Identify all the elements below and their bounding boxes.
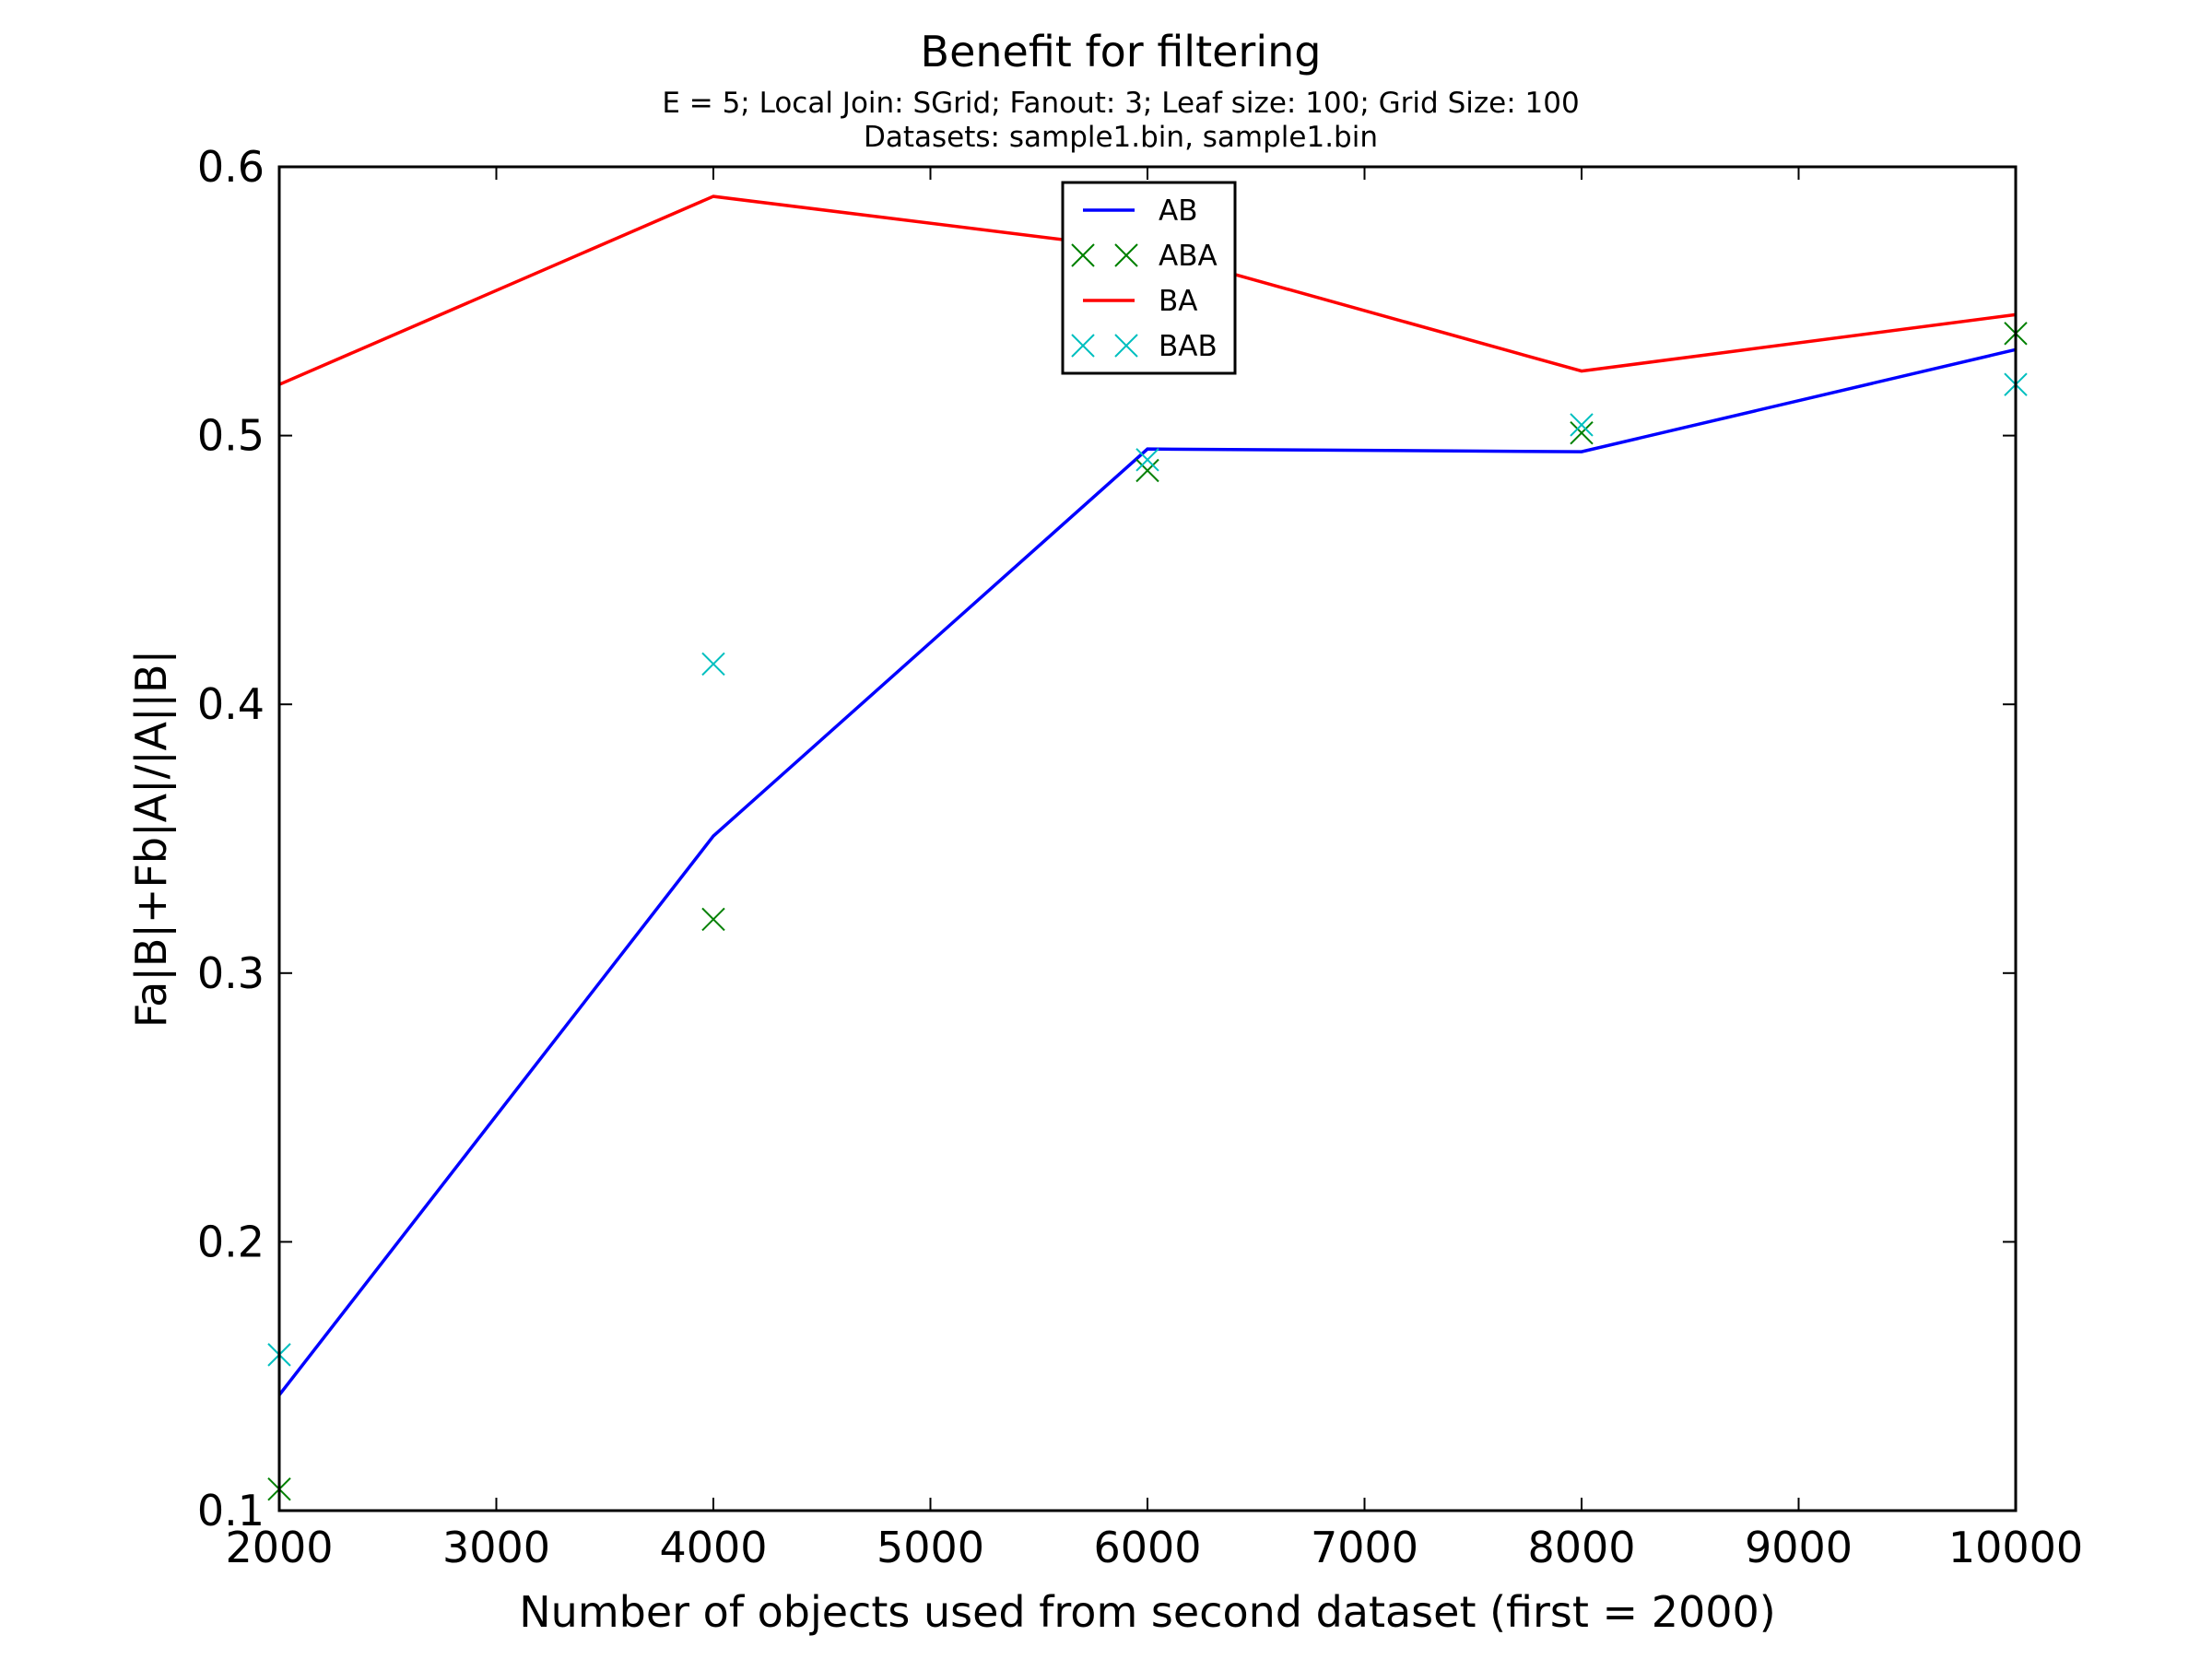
- legend-label-ab: AB: [1159, 194, 1197, 228]
- legend-swatch-aba: [1114, 243, 1138, 267]
- y-axis-label: Fa|B|+Fb|A|/|A||B|: [126, 650, 177, 1028]
- x-tick-label: 4000: [659, 1523, 767, 1572]
- x-tick-label: 10000: [1948, 1523, 2083, 1572]
- y-tick-label: 0.6: [197, 142, 265, 192]
- x-tick-label: 5000: [877, 1523, 984, 1572]
- x-tick-label: 9000: [1745, 1523, 1853, 1572]
- data-point-aba: [1570, 420, 1594, 445]
- x-axis-label: Number of objects used from second datas…: [519, 1587, 1775, 1637]
- x-tick-label: 3000: [442, 1523, 550, 1572]
- legend-box: [1061, 181, 1237, 375]
- y-tick-label: 0.5: [197, 411, 265, 461]
- legend-swatch-aba: [1071, 243, 1095, 267]
- chart-title: Benefit for filtering: [921, 27, 1322, 76]
- legend-label-aba: ABA: [1159, 240, 1218, 273]
- y-tick-label: 0.1: [197, 1486, 265, 1535]
- data-point-bab: [1135, 448, 1159, 472]
- y-tick-label: 0.4: [197, 679, 265, 729]
- chart-subtitle-line-2: Datasets: sample1.bin, sample1.bin: [864, 121, 1378, 154]
- data-point-aba: [701, 907, 725, 932]
- x-tick-label: 6000: [1093, 1523, 1201, 1572]
- chart-subtitle-line-1: E = 5; Local Join: SGrid; Fanout: 3; Lea…: [662, 87, 1579, 120]
- legend-entry-aba: ABA: [1071, 240, 1218, 273]
- y-tick-label: 0.3: [197, 948, 265, 998]
- data-point-bab: [1570, 413, 1594, 437]
- axis-ticks: 2000 3000 4000 5000 6000 7000 8000 9000 10000 0.1…: [197, 142, 2083, 1572]
- legend-entry-bab: BAB: [1071, 330, 1218, 363]
- x-tick-label: 2000: [225, 1523, 333, 1572]
- legend-swatch-bab: [1071, 334, 1095, 358]
- data-point-aba: [1135, 458, 1159, 483]
- y-tick-label: 0.2: [197, 1217, 265, 1266]
- legend-label-ba: BA: [1159, 285, 1197, 318]
- data-point-bab: [701, 652, 725, 677]
- legend-entry-ba: BA: [1083, 285, 1197, 318]
- x-tick-label: 8000: [1527, 1523, 1635, 1572]
- legend-swatch-bab: [1114, 334, 1138, 358]
- legend-entry-ab: AB: [1083, 194, 1197, 228]
- legend-label-bab: BAB: [1159, 330, 1218, 363]
- series-line-ab: [277, 347, 2017, 1396]
- x-tick-label: 7000: [1311, 1523, 1418, 1572]
